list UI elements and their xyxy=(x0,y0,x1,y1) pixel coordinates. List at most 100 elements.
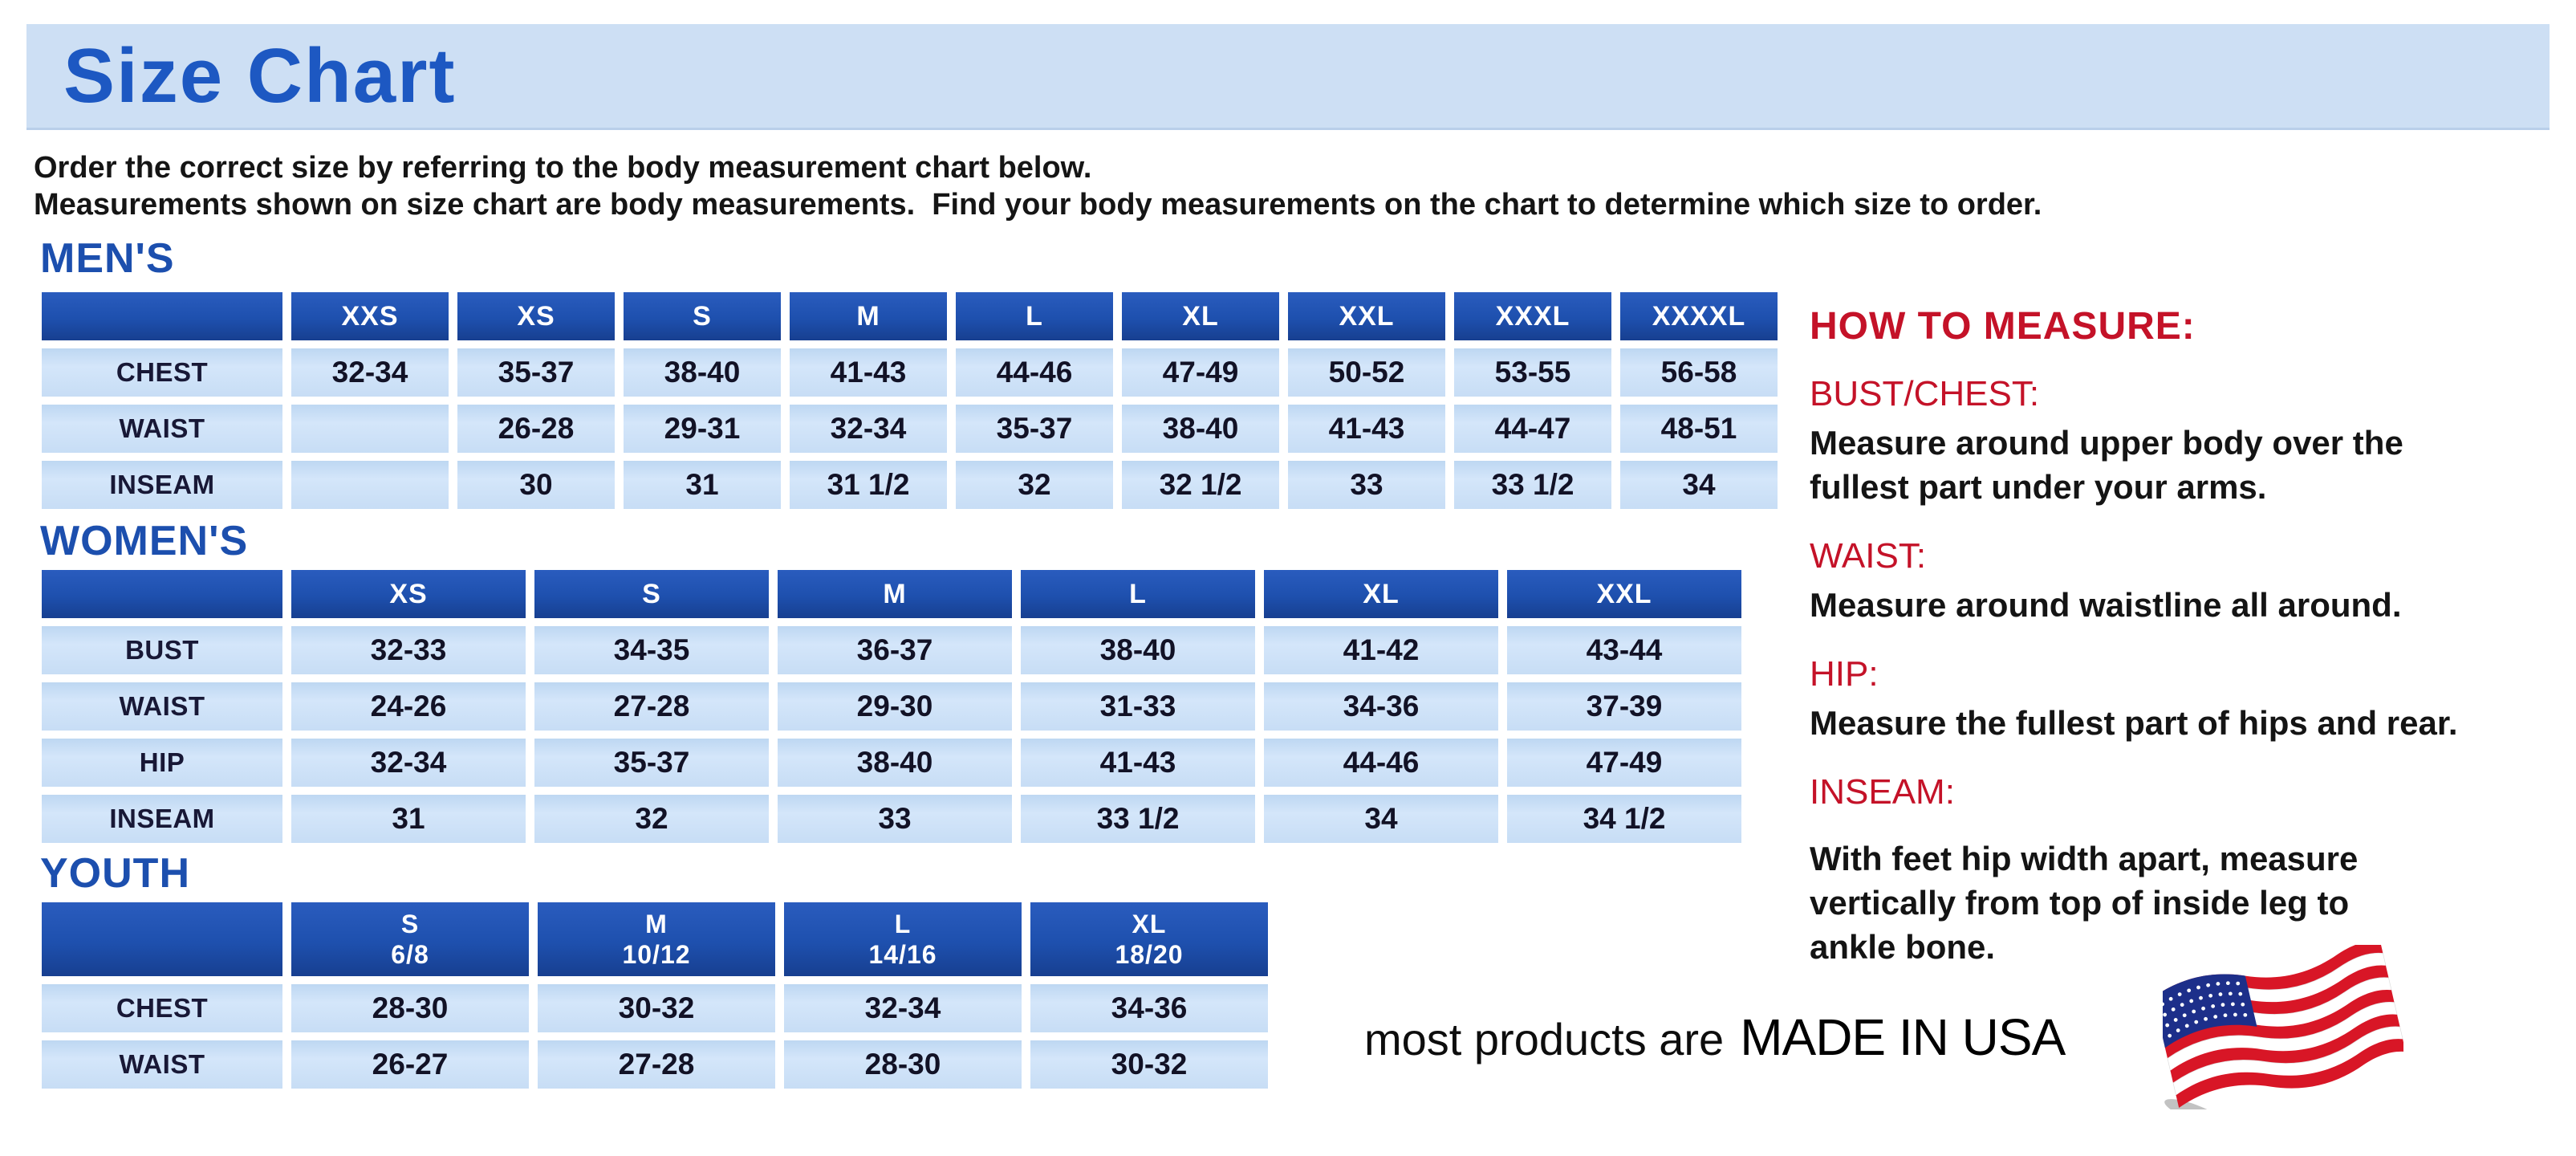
column-header-cell: S xyxy=(534,570,769,618)
data-cell: 32 xyxy=(534,795,769,843)
data-cell: 32-34 xyxy=(291,348,449,397)
youth-size-range: 10/12 xyxy=(622,940,691,969)
data-cell: 35-37 xyxy=(534,739,769,787)
column-header-cell: XL xyxy=(1264,570,1498,618)
column-header-cell: XL 18/20 xyxy=(1030,902,1268,976)
column-header-cell: L xyxy=(956,292,1113,340)
data-cell: 41-42 xyxy=(1264,626,1498,674)
row-label-cell: WAIST xyxy=(42,1040,282,1089)
mens-size-table: XXS XS S M L XL XXL XXXL XXXXL CHEST 32-34 35-37 38-… xyxy=(42,292,2576,509)
column-header-cell: XXXL xyxy=(1454,292,1611,340)
data-cell: 41-43 xyxy=(1288,405,1445,453)
column-header-cell: XS xyxy=(457,292,615,340)
data-cell: 26-28 xyxy=(457,405,615,453)
column-header-cell: XXL xyxy=(1288,292,1445,340)
data-cell: 26-27 xyxy=(291,1040,529,1089)
measure-term: INSEAM: xyxy=(1810,772,1955,812)
measure-term: WAIST: xyxy=(1810,536,1927,576)
data-cell: 43-44 xyxy=(1507,626,1741,674)
data-cell: 35-37 xyxy=(956,405,1113,453)
data-cell: 33 1/2 xyxy=(1454,461,1611,509)
data-cell: 35-37 xyxy=(457,348,615,397)
how-to-measure-heading: HOW TO MEASURE: xyxy=(1810,305,2196,348)
how-to-measure-list: BUST/CHEST: Measure around upper body ove… xyxy=(1810,376,2548,969)
column-header-cell: M xyxy=(790,292,947,340)
data-cell: 30-32 xyxy=(1030,1040,1268,1089)
corner-header-cell xyxy=(42,570,282,618)
data-cell: 33 xyxy=(1288,461,1445,509)
data-cell: 34-36 xyxy=(1264,682,1498,731)
data-cell: 56-58 xyxy=(1620,348,1778,397)
measure-term: BUST/CHEST: xyxy=(1810,374,2040,413)
data-cell: 30 xyxy=(457,461,615,509)
row-label-cell: BUST xyxy=(42,626,282,674)
corner-header-cell xyxy=(42,292,282,340)
data-cell: 31 1/2 xyxy=(790,461,947,509)
usa-flag-icon xyxy=(2163,945,2403,1109)
data-cell: 34-35 xyxy=(534,626,769,674)
data-cell: 53-55 xyxy=(1454,348,1611,397)
data-cell: 38-40 xyxy=(1122,405,1279,453)
data-cell: 29-31 xyxy=(624,405,781,453)
row-label-cell: WAIST xyxy=(42,682,282,731)
data-cell: 27-28 xyxy=(538,1040,775,1089)
data-cell: 50-52 xyxy=(1288,348,1445,397)
column-header-cell: M 10/12 xyxy=(538,902,775,976)
column-header-cell: M xyxy=(778,570,1012,618)
data-cell: 34 xyxy=(1620,461,1778,509)
data-cell: 36-37 xyxy=(778,626,1012,674)
row-label-cell: CHEST xyxy=(42,984,282,1032)
column-header-cell: S xyxy=(624,292,781,340)
column-header-cell: XS xyxy=(291,570,526,618)
column-header-cell: XL xyxy=(1122,292,1279,340)
data-cell: 34 1/2 xyxy=(1507,795,1741,843)
row-label-cell: WAIST xyxy=(42,405,282,453)
data-cell: 31 xyxy=(291,795,526,843)
measure-term: HIP: xyxy=(1810,654,1879,694)
page-title: Size Chart xyxy=(63,33,457,119)
column-header-cell: L 14/16 xyxy=(784,902,1022,976)
youth-size-code: M xyxy=(645,910,668,938)
youth-size-range: 6/8 xyxy=(391,940,429,969)
youth-size-range: 18/20 xyxy=(1115,940,1184,969)
data-cell: 32-34 xyxy=(784,984,1022,1032)
data-cell: 32-34 xyxy=(291,739,526,787)
data-cell: 28-30 xyxy=(784,1040,1022,1089)
measure-instructions: With feet hip width apart, measure vertic… xyxy=(1810,840,2359,966)
column-header-cell: XXL xyxy=(1507,570,1741,618)
data-cell: 38-40 xyxy=(1021,626,1255,674)
made-in-usa: most products are MADE IN USA xyxy=(1364,945,2403,1109)
made-in-usa-prefix: most products are xyxy=(1364,1014,1725,1064)
womens-size-table: XS S M L XL XXL BUST 32-33 34-35 36-37 38-40 41-42 4… xyxy=(42,570,2576,843)
data-cell: 28-30 xyxy=(291,984,529,1032)
data-cell: 44-46 xyxy=(1264,739,1498,787)
data-cell: 29-30 xyxy=(778,682,1012,731)
intro-line-1: Order the correct size by referring to t… xyxy=(34,151,1092,185)
data-cell: 30-32 xyxy=(538,984,775,1032)
data-cell: 31-33 xyxy=(1021,682,1255,731)
data-cell: 32 1/2 xyxy=(1122,461,1279,509)
made-in-usa-emphasis: MADE IN USA xyxy=(1740,1008,2066,1066)
row-label-cell: INSEAM xyxy=(42,461,282,509)
row-label-cell: CHEST xyxy=(42,348,282,397)
row-label-cell: HIP xyxy=(42,739,282,787)
section-heading-youth: YOUTH xyxy=(40,850,190,897)
youth-size-code: L xyxy=(894,910,912,938)
data-cell: 48-51 xyxy=(1620,405,1778,453)
intro-text: Order the correct size by referring to t… xyxy=(34,149,2576,223)
column-header-cell: L xyxy=(1021,570,1255,618)
data-cell: 33 xyxy=(778,795,1012,843)
measure-instructions: Measure the fullest part of hips and rea… xyxy=(1810,704,2458,742)
how-to-measure-panel: HOW TO MEASURE: BUST/CHEST: Measure aroun… xyxy=(1810,307,2548,969)
youth-size-code: XL xyxy=(1132,910,1167,938)
data-cell: 32-34 xyxy=(790,405,947,453)
data-cell: 44-46 xyxy=(956,348,1113,397)
page-title-banner: Size Chart xyxy=(26,24,2550,130)
size-chart-page: { "page": { "title": "Size Chart" }, "in… xyxy=(0,24,2576,1156)
corner-header-cell xyxy=(42,902,282,976)
data-cell: 31 xyxy=(624,461,781,509)
data-cell: 44-47 xyxy=(1454,405,1611,453)
data-cell: 41-43 xyxy=(790,348,947,397)
data-cell: 33 1/2 xyxy=(1021,795,1255,843)
data-cell: 38-40 xyxy=(624,348,781,397)
